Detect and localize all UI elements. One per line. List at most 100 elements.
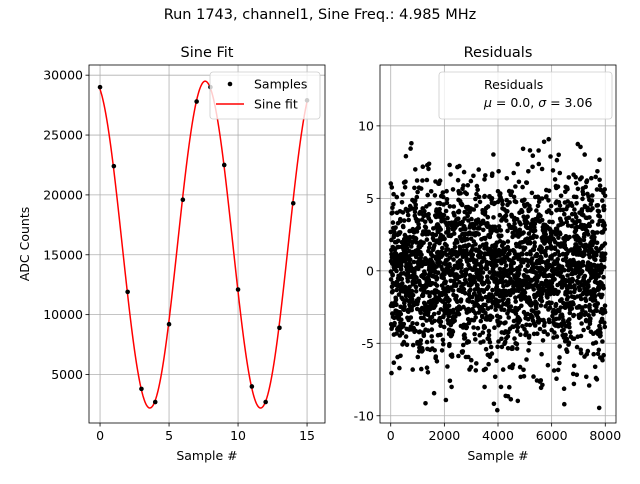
residual-point xyxy=(510,346,515,352)
residual-point xyxy=(486,328,492,334)
residual-point xyxy=(399,317,404,323)
residual-point xyxy=(514,346,520,351)
legend-label-samples: Samples xyxy=(254,77,307,92)
residual-point xyxy=(571,301,576,307)
residual-point xyxy=(389,284,395,290)
residual-point xyxy=(457,280,462,285)
residual-point xyxy=(587,254,593,260)
residual-point xyxy=(434,359,440,364)
residual-point xyxy=(587,223,592,229)
residual-point xyxy=(394,302,399,308)
residual-point xyxy=(418,338,424,343)
residual-point xyxy=(449,354,455,359)
residual-point xyxy=(587,302,592,308)
residual-point xyxy=(438,227,444,232)
x-tick-label: 0 xyxy=(96,428,104,443)
residual-point xyxy=(469,357,474,363)
residual-point xyxy=(473,196,478,202)
residual-point xyxy=(595,351,601,357)
residual-point xyxy=(580,259,586,265)
residual-point xyxy=(499,344,505,350)
residual-point xyxy=(473,337,478,342)
sine-fit-line xyxy=(99,80,308,409)
residual-point xyxy=(423,401,428,406)
residual-point xyxy=(572,286,578,292)
residual-point xyxy=(498,384,504,390)
sample-point xyxy=(139,386,144,392)
residual-point xyxy=(561,327,566,333)
residual-point xyxy=(484,266,490,271)
residual-point xyxy=(500,201,505,207)
residual-point xyxy=(484,241,489,246)
residual-point xyxy=(524,322,529,328)
residual-point xyxy=(400,210,406,215)
residual-point xyxy=(541,139,547,145)
residual-point xyxy=(595,203,601,208)
residual-point xyxy=(479,265,484,271)
residual-point xyxy=(524,251,530,257)
residual-point xyxy=(405,242,411,247)
residual-point xyxy=(390,205,395,211)
x-tick-label: 6000 xyxy=(536,428,568,443)
residual-point xyxy=(438,332,443,338)
axes-frame xyxy=(88,64,326,424)
residual-point xyxy=(401,224,406,230)
residual-point xyxy=(565,273,570,278)
residual-point xyxy=(552,276,557,282)
residual-point xyxy=(504,176,510,181)
residual-point xyxy=(600,339,605,344)
residual-point xyxy=(420,322,426,328)
residual-point xyxy=(445,226,451,231)
residual-point xyxy=(413,167,418,172)
residual-point xyxy=(533,270,539,275)
residual-point xyxy=(465,236,470,242)
residual-point xyxy=(534,234,539,240)
residual-point xyxy=(476,194,482,200)
residual-point xyxy=(473,368,479,373)
residual-point xyxy=(555,367,561,373)
residual-point xyxy=(394,287,400,293)
residual-point xyxy=(505,228,510,234)
residual-point xyxy=(440,245,445,251)
residual-point xyxy=(573,180,579,186)
residual-point xyxy=(400,297,406,302)
residual-point xyxy=(476,167,482,172)
residual-point xyxy=(474,258,479,264)
residual-point xyxy=(428,219,434,224)
residual-point xyxy=(592,234,597,240)
residual-point xyxy=(502,259,508,265)
residual-point xyxy=(577,237,583,242)
residual-point xyxy=(538,303,544,308)
residual-point xyxy=(419,252,424,258)
residual-point xyxy=(434,275,440,281)
residual-point xyxy=(429,339,435,344)
residual-point xyxy=(421,240,426,245)
residual-point xyxy=(486,332,492,338)
residual-point xyxy=(507,248,513,254)
residual-point xyxy=(414,194,420,200)
residual-point xyxy=(567,317,572,322)
residual-point xyxy=(585,232,591,237)
residual-point xyxy=(602,255,607,260)
residual-point xyxy=(594,308,599,314)
residual-point xyxy=(423,225,429,230)
residual-point xyxy=(562,239,567,244)
residual-point xyxy=(415,189,420,195)
plot-title: Residuals xyxy=(464,45,533,61)
residual-point xyxy=(548,203,554,209)
residual-point xyxy=(451,257,456,262)
residual-point xyxy=(490,287,495,293)
sample-point xyxy=(152,399,158,405)
residual-point xyxy=(395,238,401,244)
residual-point xyxy=(396,292,402,297)
sample-point xyxy=(166,321,172,327)
residual-point xyxy=(485,274,490,280)
residual-point xyxy=(438,319,444,325)
residual-point xyxy=(391,191,396,197)
residual-point xyxy=(515,328,520,334)
residual-point xyxy=(488,305,494,310)
residual-point xyxy=(532,228,538,233)
residual-point xyxy=(559,297,564,302)
residual-point xyxy=(410,367,416,372)
residual-point xyxy=(558,193,564,199)
